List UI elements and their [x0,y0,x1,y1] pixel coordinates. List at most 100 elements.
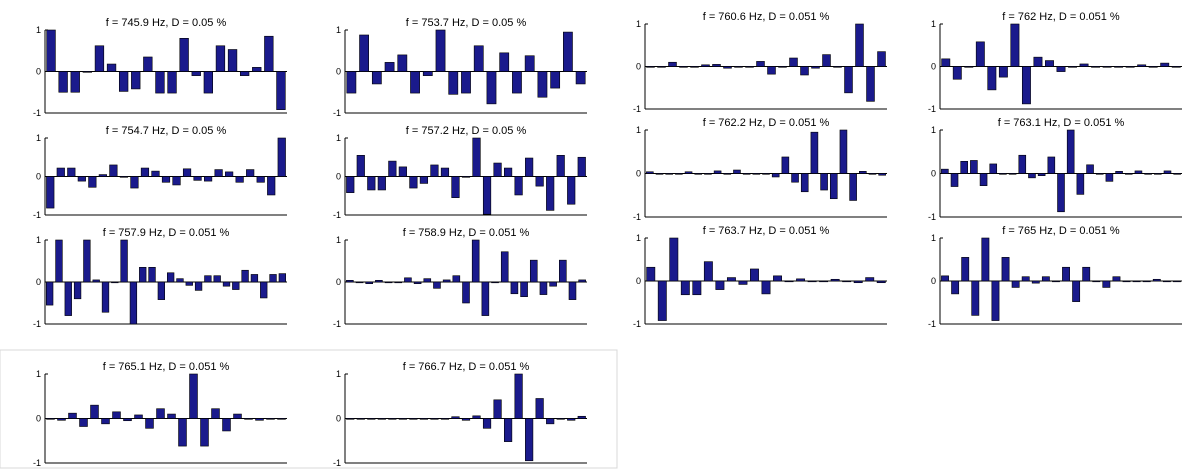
bar [435,29,446,72]
bar [377,176,386,191]
bar [111,281,119,284]
subplot-title: f = 766.7 Hz, D = 0.051 % [403,361,530,373]
bar [143,56,153,72]
bar [866,66,875,102]
bar [575,71,586,85]
bar [1171,66,1181,68]
bar [204,275,212,283]
bar [359,34,369,72]
bar [355,281,364,284]
subplot-title: f = 765.1 Hz, D = 0.051 % [103,361,230,373]
bar [941,58,951,67]
bar [1021,66,1031,105]
bar [646,171,654,174]
bar [853,280,863,284]
y-tick-label: -1 [633,319,641,329]
subplot-grid: f = 745.9 Hz, D = 0.05 %10-1f = 753.7 Hz… [33,11,1182,468]
bar [123,418,132,422]
bar [214,169,223,177]
subplot-6: f = 757.2 Hz, D = 0.05 % 1 0 -1 [333,125,587,220]
bar [222,418,231,432]
y-tick-label: 0 [636,62,641,72]
bar [452,275,461,283]
bar [346,280,354,283]
y-tick-label: 0 [931,169,936,179]
bar [535,398,544,419]
bar [179,37,189,72]
bar [98,174,107,177]
subplot-3: f = 760.6 Hz, D = 0.051 % 1 0 -1 [633,11,887,114]
bar [101,418,110,425]
bar [1056,66,1066,72]
bar [778,66,787,68]
bar [377,418,386,420]
bar [800,66,809,76]
bar [1062,266,1070,282]
bar [844,66,853,94]
y-tick-label: 1 [336,235,341,245]
bar [1076,173,1085,195]
bar [156,408,165,419]
bar [563,31,573,72]
y-tick-label: 1 [36,235,41,245]
bar [745,66,754,68]
bar [525,157,534,177]
bar [692,280,702,296]
bar [473,45,484,72]
bar [1028,173,1036,179]
bar [461,176,471,178]
subplot-12: f = 765 Hz, D = 0.051 % 1 0 -1 [928,225,1182,329]
bar [461,418,471,421]
y-tick-label: 0 [336,277,341,287]
bar [512,71,522,94]
subplot-title: f = 753.7 Hz, D = 0.05 % [406,17,527,29]
bar [134,414,143,419]
bar [250,274,259,283]
bar [987,66,997,91]
bar [255,418,264,421]
bar [546,176,555,211]
bar [167,71,177,94]
bar [404,277,412,283]
bar [225,171,234,177]
bar [1154,173,1162,175]
bar [1125,66,1135,68]
bar [140,167,150,177]
y-tick-label: 0 [636,169,641,179]
bar [92,279,100,283]
bar [384,62,395,72]
bar [537,71,548,98]
bar [833,66,842,68]
bar [773,275,782,282]
bar [129,281,138,325]
bar [491,281,499,284]
bar [734,66,743,68]
bar [409,176,418,189]
bar [260,281,268,299]
bar [398,166,407,177]
subplot-11: f = 763.7 Hz, D = 0.051 % 1 0 -1 [633,225,887,329]
y-tick-label: 1 [636,233,641,243]
subplot-14: f = 766.7 Hz, D = 0.051 % 1 0 -1 [333,361,587,468]
bar [82,71,92,73]
y-tick-label: -1 [928,104,936,114]
bar [657,66,666,68]
bar [442,279,451,283]
bar [1001,257,1010,282]
bar [235,176,244,183]
bar [388,160,397,177]
bar [67,167,76,177]
bar [139,266,147,283]
bar [409,418,418,420]
bar [646,66,655,68]
bar [151,170,160,177]
bar [1144,173,1152,175]
y-tick-label: 0 [336,67,341,77]
y-tick-label: 0 [931,62,936,72]
bar [820,173,828,191]
bar [1105,173,1114,182]
bar [269,274,277,283]
subplot-8: f = 763.1 Hz, D = 0.051 % 1 0 -1 [928,117,1182,222]
bar [742,173,751,175]
